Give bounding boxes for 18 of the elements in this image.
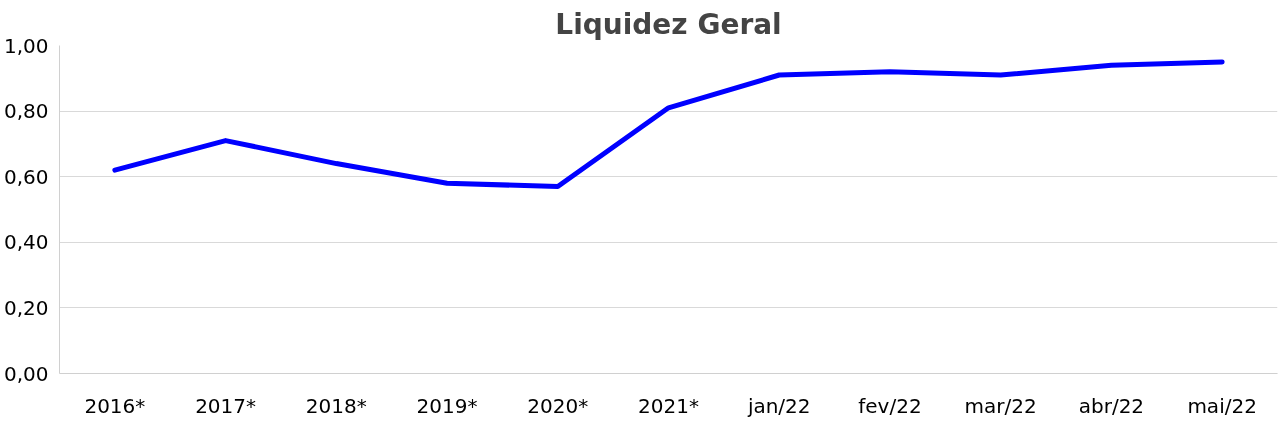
y-tick-label: 0,60 [3,164,49,189]
y-tick-label: 1,00 [3,33,49,58]
y-tick-label: 0,00 [3,361,49,386]
y-tick-label: 0,80 [3,99,49,124]
x-tick-label: 2016* [84,393,146,418]
x-tick-label: fev/22 [858,393,922,418]
chart-title: Liquidez Geral [555,7,782,41]
x-tick-label: mai/22 [1187,393,1257,418]
x-tick-label: jan/22 [746,393,811,418]
x-tick-label: 2018* [305,393,367,418]
x-tick-label: mar/22 [964,393,1037,418]
x-tick-label: abr/22 [1078,393,1145,418]
x-tick-label: 2017* [195,393,257,418]
y-tick-label: 0,20 [3,295,49,320]
x-tick-label: 2020* [527,393,589,418]
y-tick-label: 0,40 [3,230,49,255]
x-tick-label: 2021* [638,393,699,418]
x-tick-label: 2019* [416,393,478,418]
